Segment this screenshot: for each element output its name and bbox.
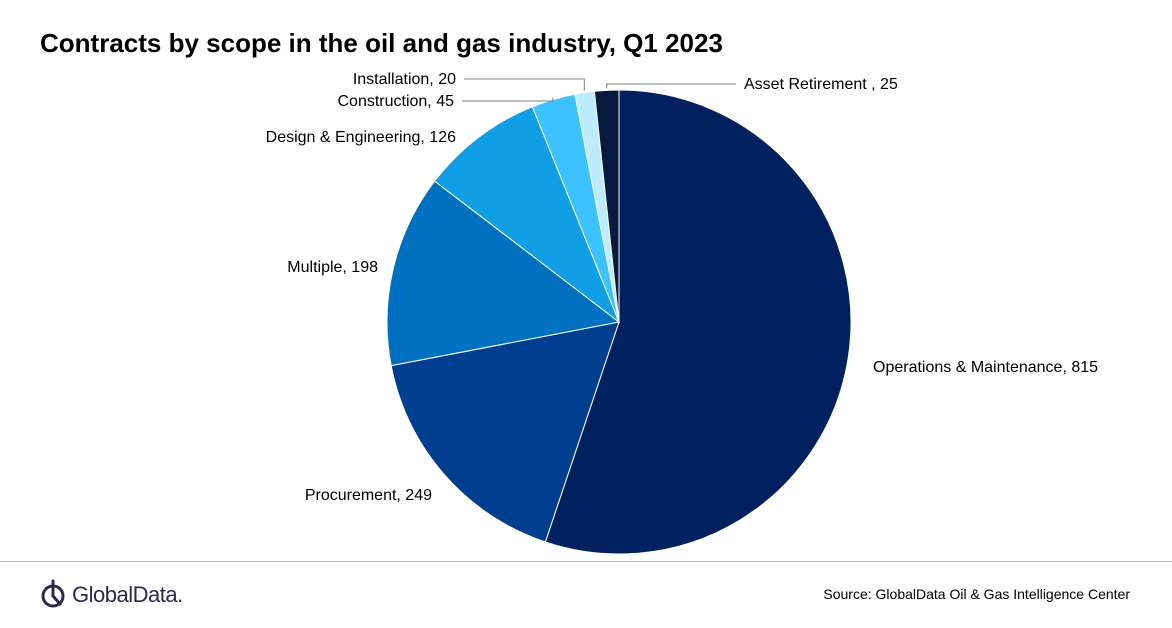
footer-divider bbox=[0, 561, 1172, 562]
pie-chart: Operations & Maintenance, 815 Procurement… bbox=[266, 71, 1098, 555]
data-label: Construction, 45 bbox=[337, 93, 454, 110]
data-label: Asset Retirement , 25 bbox=[744, 76, 898, 93]
pie-slice-multiple bbox=[386, 180, 621, 367]
globaldata-logo-icon bbox=[41, 579, 65, 608]
data-label: Installation, 20 bbox=[353, 71, 456, 88]
globaldata-logo: GlobalData. bbox=[40, 578, 183, 612]
leader-line bbox=[464, 78, 585, 91]
data-label: Design & Engineering, 126 bbox=[266, 129, 456, 146]
leader-line bbox=[462, 97, 554, 102]
pie-slice-asset-retirement bbox=[593, 89, 620, 323]
data-label: Operations & Maintenance, 815 bbox=[873, 359, 1098, 376]
slices-layer bbox=[386, 89, 852, 555]
data-label: Procurement, 249 bbox=[305, 487, 432, 504]
source-note: Source: GlobalData Oil & Gas Intelligenc… bbox=[823, 586, 1130, 602]
leaders-layer bbox=[462, 78, 736, 102]
data-label: Multiple, 198 bbox=[287, 259, 378, 276]
pie-slice-design-engineering bbox=[433, 106, 621, 324]
leader-line bbox=[606, 83, 736, 89]
chart-title: Contracts by scope in the oil and gas in… bbox=[40, 28, 723, 58]
logo-wordmark: GlobalData. bbox=[72, 582, 183, 607]
pie-slice-procurement bbox=[390, 321, 620, 543]
labels-layer: Operations & Maintenance, 815 Procurement… bbox=[266, 71, 1098, 504]
pie-slice-operations-maintenance bbox=[544, 89, 852, 555]
